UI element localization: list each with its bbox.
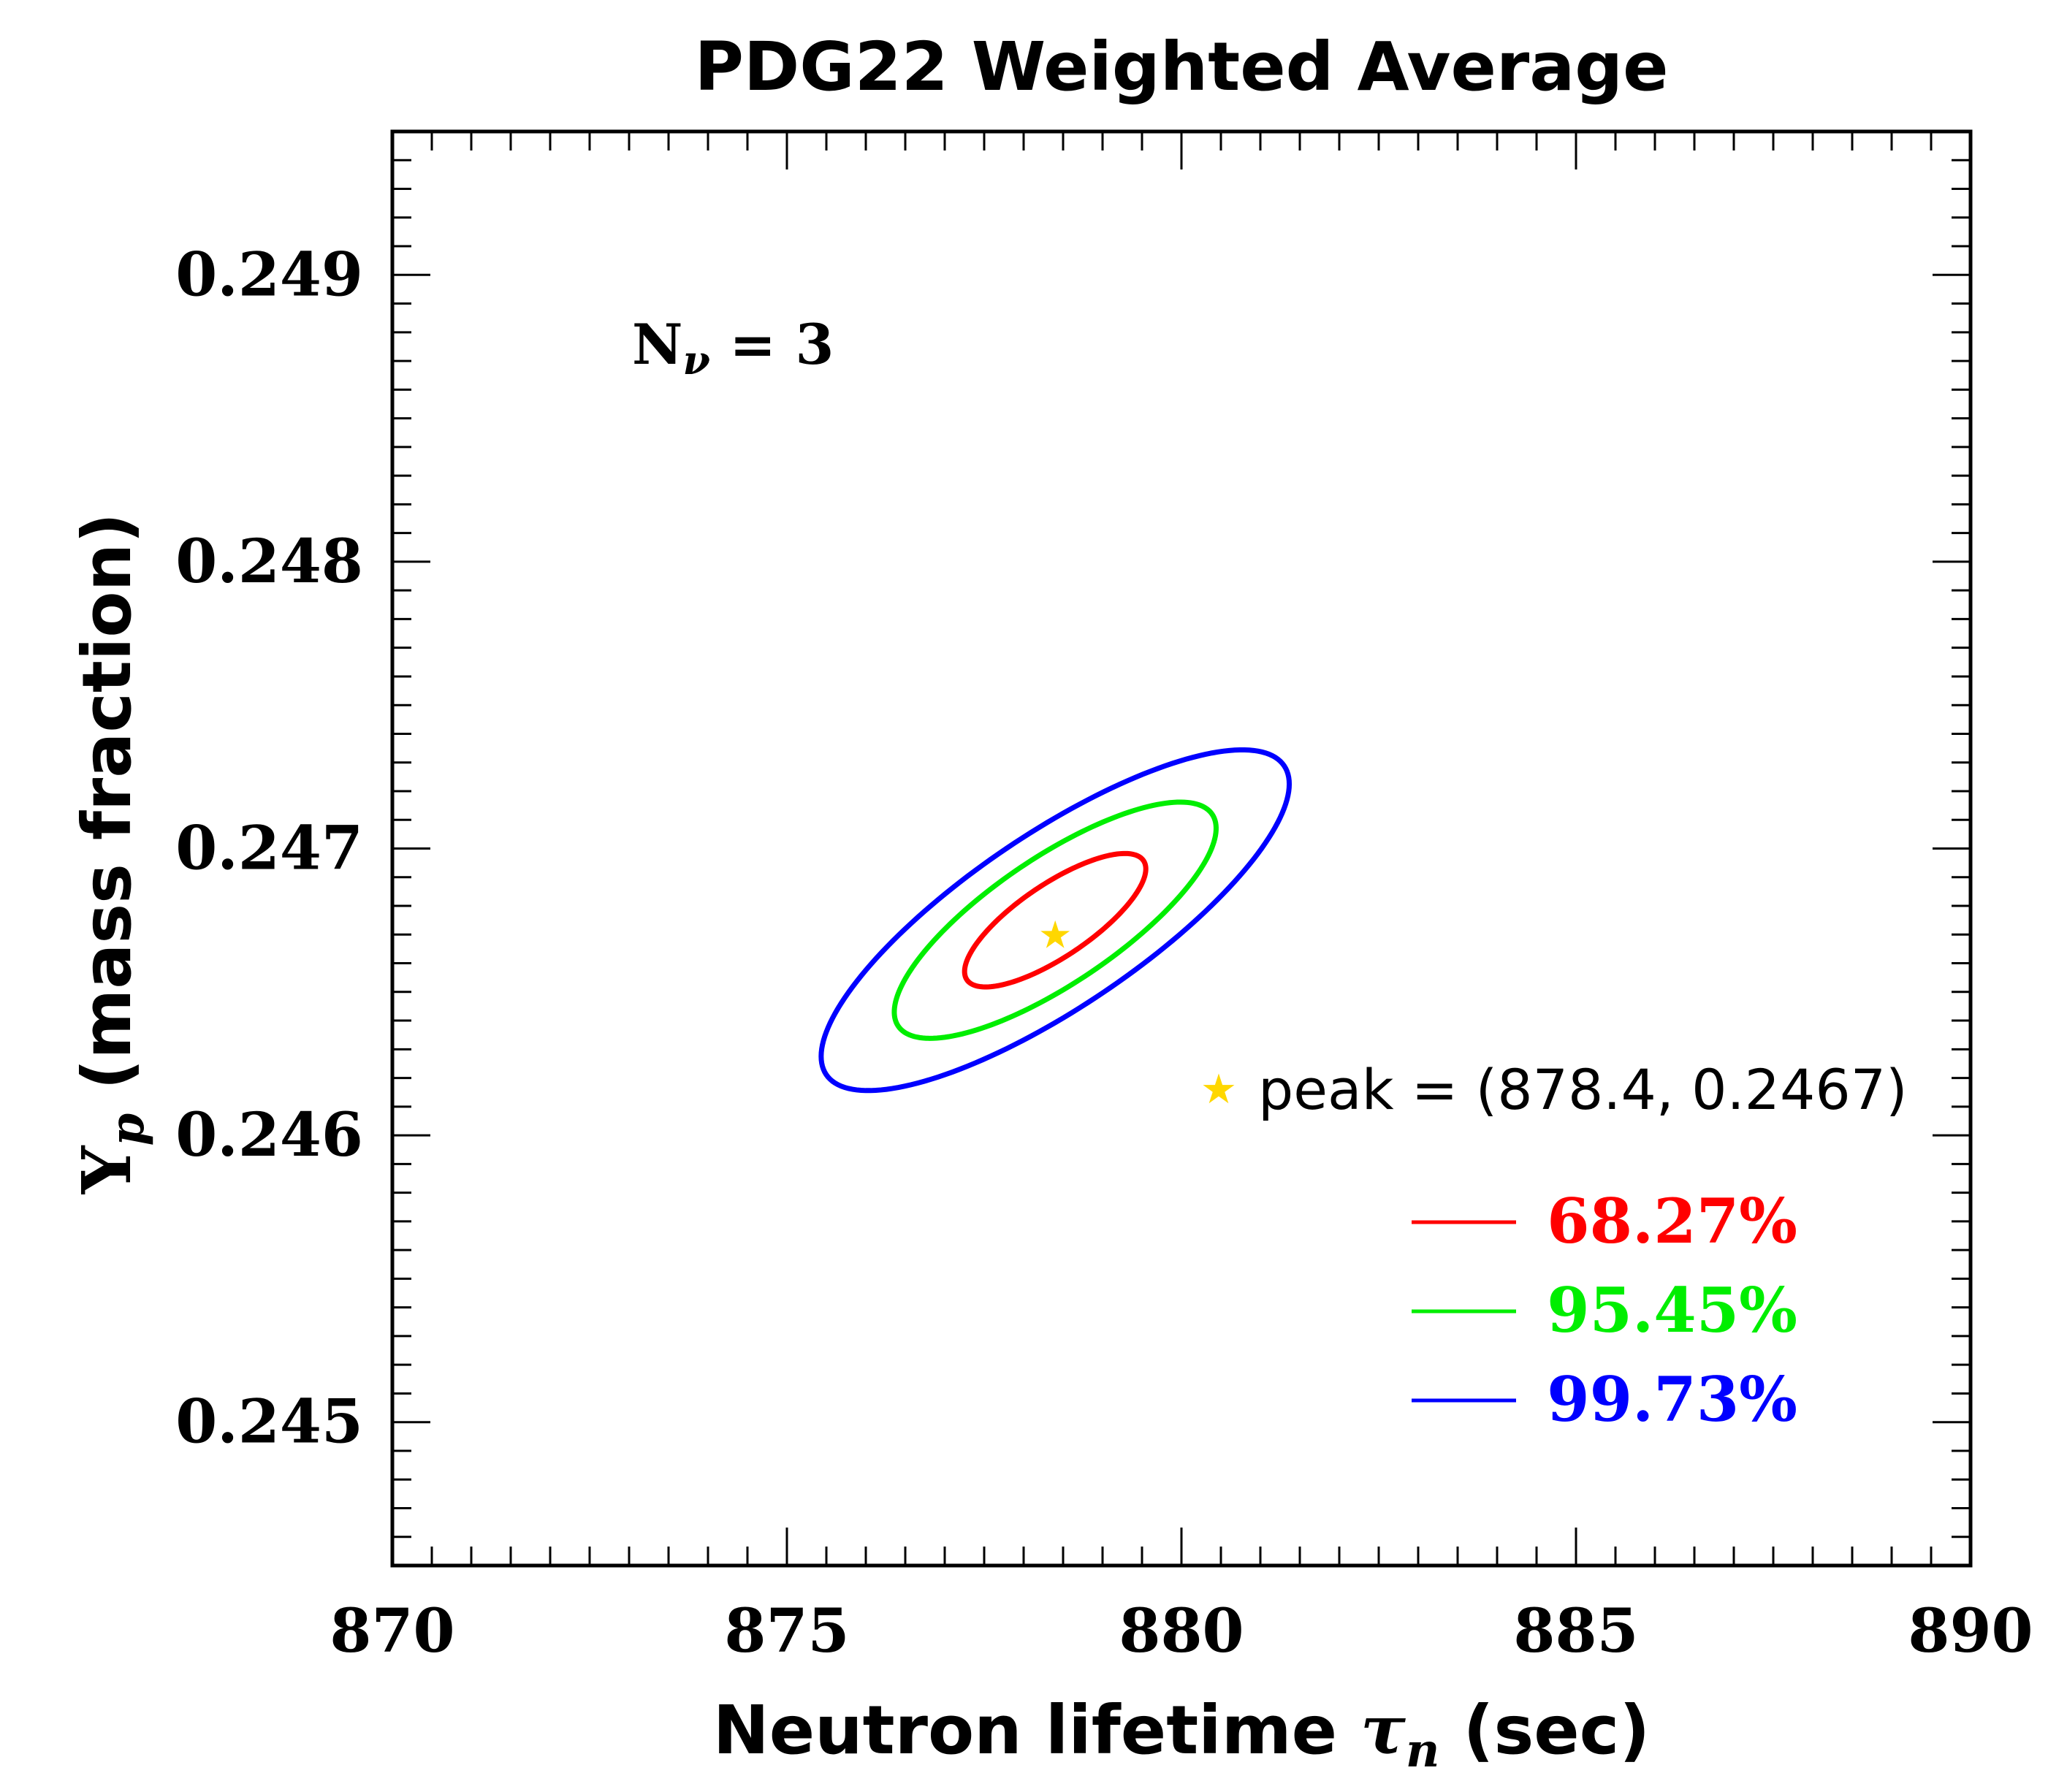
y-tick-label: 0.249	[175, 240, 363, 310]
n-nu-annotation: Nν = 3	[632, 312, 834, 384]
peak-star-marker: ★	[1038, 915, 1073, 956]
peak-legend-star: ★	[1200, 1067, 1237, 1113]
y-tick-label: 0.245	[175, 1387, 363, 1457]
contour-6827	[962, 850, 1149, 990]
contour-9545	[891, 799, 1219, 1041]
y-axis-label: Yp (mass fraction)	[67, 513, 155, 1194]
peak-legend: ★ peak = (878.4, 0.2467)	[1200, 1057, 1908, 1122]
legend-label: 95.45%	[1547, 1274, 1797, 1346]
chart-title: PDG22 Weighted Average	[694, 28, 1668, 106]
plot-frame	[390, 129, 1973, 1568]
x-tick-label: 875	[724, 1596, 849, 1666]
x-tick-label: 880	[1119, 1596, 1244, 1666]
x-tick-label: 890	[1908, 1596, 2033, 1666]
legend-label: 68.27%	[1547, 1185, 1797, 1257]
legend: 68.27% 95.45% 99.73%	[1412, 1185, 1797, 1435]
x-tick-label: 885	[1513, 1596, 1638, 1666]
legend-label: 99.73%	[1547, 1363, 1797, 1435]
x-axis-label: Neutron lifetime τn (sec)	[713, 1690, 1651, 1778]
y-tick-label: 0.248	[175, 527, 363, 597]
x-tick-label: 870	[330, 1596, 454, 1666]
contour-9973	[818, 747, 1293, 1094]
tick-layer	[391, 130, 1972, 1567]
y-tick-label: 0.247	[175, 814, 363, 884]
y-tick-label: 0.246	[175, 1100, 363, 1170]
contour-layer	[818, 747, 1293, 1094]
peak-legend-label: peak = (878.4, 0.2467)	[1258, 1057, 1908, 1122]
